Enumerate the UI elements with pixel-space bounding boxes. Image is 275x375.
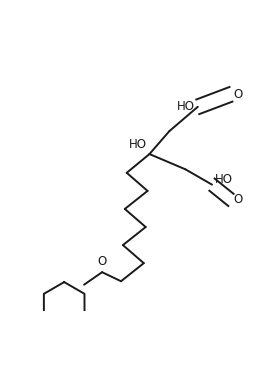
Text: O: O (233, 88, 243, 101)
Text: HO: HO (129, 138, 147, 152)
Text: HO: HO (214, 173, 233, 186)
Text: O: O (97, 255, 107, 268)
Text: HO: HO (177, 100, 195, 113)
Text: O: O (233, 194, 243, 206)
